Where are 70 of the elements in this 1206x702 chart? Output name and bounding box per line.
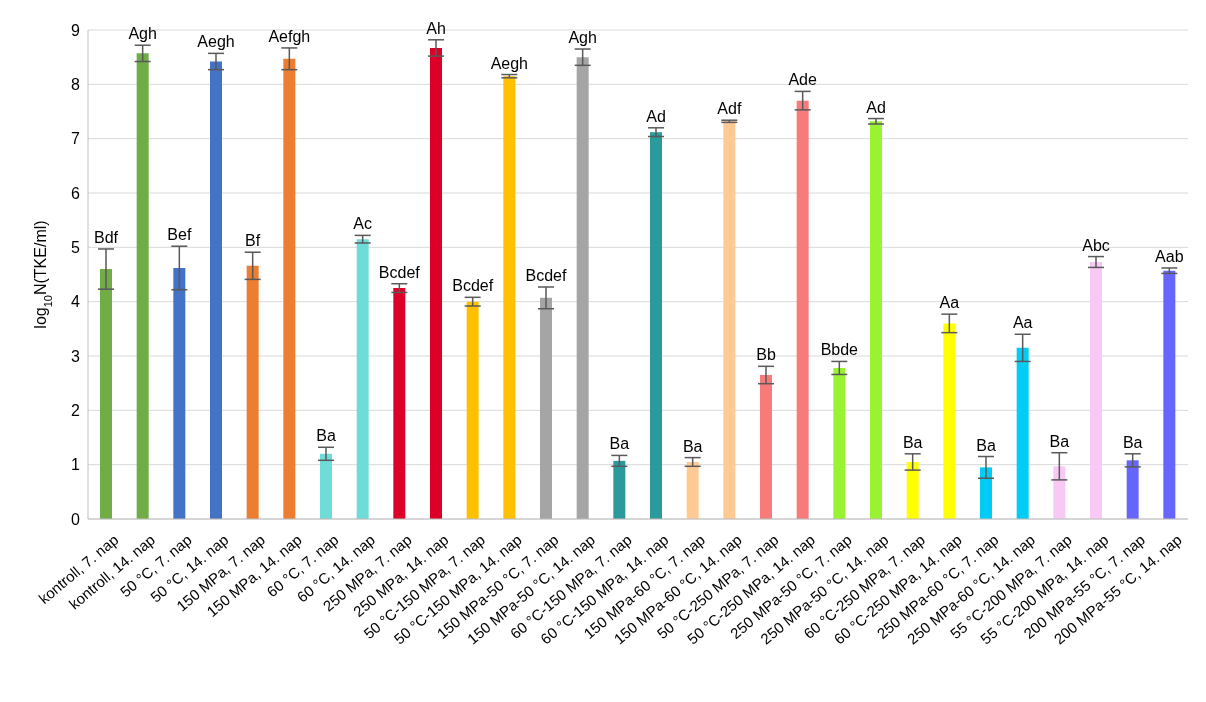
y-tick-label: 0 [71,510,81,528]
data-label: Ba [682,437,703,455]
bar [430,47,442,519]
bar [686,461,699,519]
bar [906,461,919,519]
data-label: Aegh [490,54,529,72]
y-tick-label: 5 [71,239,81,257]
y-tick-label: 7 [71,130,81,148]
bar [320,453,332,519]
data-label: Bb [756,346,776,364]
y-tick-label: 9 [71,21,81,39]
data-label: Bef [167,226,192,244]
data-label: Bdf [93,228,119,246]
bar [356,239,369,519]
data-label: Ba [316,427,336,445]
bar [613,460,626,519]
data-label: Bcdef [452,277,494,295]
bar [980,467,992,519]
bar [723,121,736,519]
bar [1090,262,1102,519]
data-label: Aa [1012,314,1033,332]
data-label: Ah [426,19,446,37]
y-tick-label: 2 [71,402,81,420]
data-label: Bcdef [378,263,421,281]
y-tick-label: 3 [71,347,81,365]
data-label: Aa [939,294,960,312]
bar [760,375,772,519]
data-label: Ba [1049,432,1070,450]
data-label: Agh [568,29,597,47]
data-label: Aab [1155,247,1184,265]
data-label: Aegh [197,33,235,51]
bar [100,269,112,519]
bar [833,367,846,519]
data-label: Ba [1122,433,1143,451]
y-tick-label: 8 [71,76,81,94]
bar [393,288,406,519]
data-label: Ad [646,107,666,125]
bar [210,61,222,519]
data-label: Agh [128,25,157,43]
bar [540,297,552,519]
bar [796,100,809,519]
bar [173,267,186,519]
bar [503,76,516,519]
bar [1053,466,1066,519]
data-label: Ac [353,215,372,233]
y-tick-label: 1 [71,456,81,474]
data-label: Bcdef [525,267,568,284]
bar [466,301,479,519]
bar [943,323,956,519]
bar [576,57,589,519]
bar [1126,460,1139,519]
data-label: Bf [245,232,261,250]
y-tick-label: 6 [71,184,81,202]
y-tick-label: 4 [71,293,81,311]
data-label: Bbde [820,341,859,359]
data-label: Ba [609,435,630,453]
data-label: Ba [976,436,996,454]
data-label: Ad [866,98,886,116]
data-label: Ba [902,433,923,451]
data-label: Ade [788,71,817,89]
bar [870,121,882,519]
bar [1016,347,1029,519]
bar [136,53,149,519]
data-label: Adf [717,100,742,118]
bar [283,58,296,519]
bar [650,132,662,519]
data-label: Abc [1082,236,1110,254]
bar [246,265,259,519]
data-label: Aefgh [268,27,311,45]
bar [1163,270,1176,519]
